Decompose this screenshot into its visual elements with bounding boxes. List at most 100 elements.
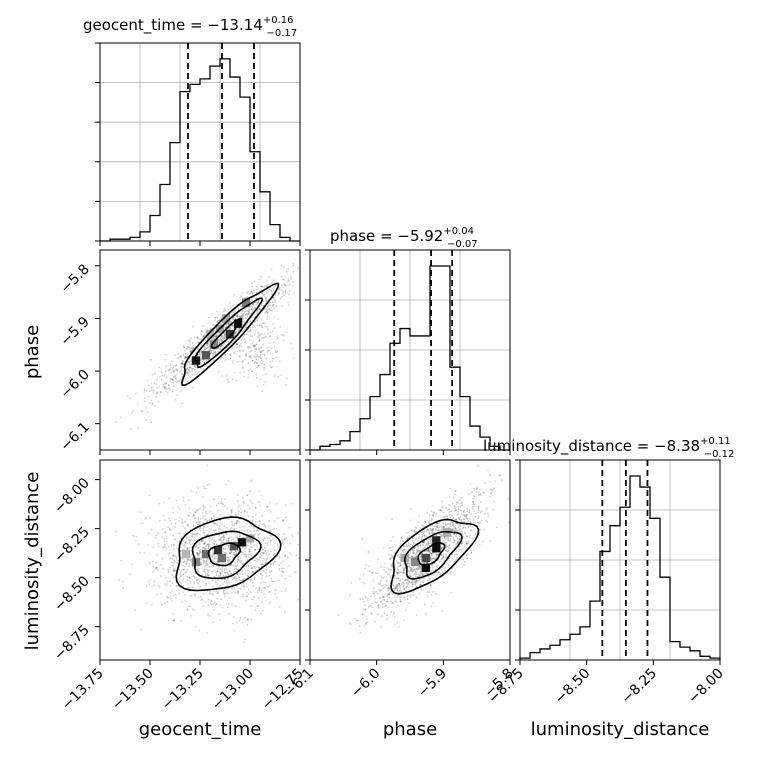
scatter-lumdist-geocent-point bbox=[211, 559, 214, 561]
scatter-phase-geocent-point bbox=[191, 348, 194, 351]
scatter-lumdist-phase-point bbox=[444, 541, 447, 544]
scatter-lumdist-geocent-point bbox=[196, 582, 199, 584]
scatter-lumdist-geocent-point bbox=[206, 558, 209, 561]
scatter-lumdist-phase-point bbox=[367, 600, 369, 603]
scatter-phase-geocent-point bbox=[257, 364, 260, 367]
scatter-phase-geocent-point bbox=[245, 355, 247, 358]
scatter-lumdist-phase-point bbox=[405, 578, 408, 581]
scatter-lumdist-phase-point bbox=[402, 551, 405, 554]
scatter-phase-geocent-point bbox=[172, 371, 175, 374]
scatter-lumdist-phase-point bbox=[457, 505, 460, 508]
scatter-lumdist-geocent-point bbox=[235, 536, 238, 539]
scatter-lumdist-geocent-point bbox=[228, 544, 230, 547]
scatter-lumdist-phase-point bbox=[404, 609, 407, 612]
scatter-lumdist-geocent-point bbox=[198, 580, 201, 583]
scatter-lumdist-phase-point bbox=[485, 519, 488, 522]
scatter-phase-geocent-density-cell bbox=[225, 330, 235, 339]
scatter-lumdist-phase-point bbox=[473, 510, 476, 513]
scatter-lumdist-geocent-point bbox=[173, 568, 175, 571]
scatter-phase-geocent-point bbox=[211, 338, 214, 341]
scatter-phase-geocent-point bbox=[246, 292, 248, 294]
scatter-lumdist-phase-point bbox=[428, 578, 431, 581]
scatter-lumdist-phase-point bbox=[402, 570, 405, 573]
scatter-lumdist-phase-point bbox=[436, 534, 438, 537]
scatter-phase-geocent-point bbox=[245, 317, 248, 320]
scatter-lumdist-phase-point bbox=[486, 520, 489, 523]
scatter-phase-geocent-point bbox=[264, 325, 267, 328]
scatter-phase-geocent-point bbox=[186, 353, 189, 355]
scatter-lumdist-phase-point bbox=[381, 584, 383, 587]
scatter-lumdist-geocent-point bbox=[159, 563, 162, 566]
scatter-lumdist-phase-point bbox=[415, 580, 418, 583]
scatter-lumdist-phase-point bbox=[415, 538, 417, 541]
scatter-lumdist-geocent-point bbox=[188, 576, 191, 579]
scatter-lumdist-phase-point bbox=[393, 576, 396, 579]
scatter-phase-geocent-point bbox=[231, 347, 234, 350]
scatter-lumdist-geocent-point bbox=[274, 552, 276, 555]
scatter-lumdist-geocent-point bbox=[162, 501, 165, 504]
scatter-lumdist-geocent-point bbox=[241, 551, 244, 554]
ylabel-phase: phase bbox=[22, 325, 43, 379]
scatter-phase-geocent-point bbox=[212, 359, 215, 362]
scatter-lumdist-geocent-point bbox=[293, 571, 296, 574]
scatter-lumdist-geocent-point bbox=[205, 487, 208, 490]
scatter-phase-geocent-point bbox=[131, 412, 133, 414]
scatter-phase-geocent-point bbox=[259, 285, 262, 288]
hist-geocent-time-bar bbox=[210, 66, 220, 241]
scatter-phase-geocent-point bbox=[248, 310, 250, 313]
scatter-lumdist-phase-point bbox=[430, 520, 433, 523]
scatter-phase-geocent-point bbox=[251, 342, 254, 345]
scatter-lumdist-geocent-point bbox=[202, 560, 205, 563]
scatter-phase-geocent-point bbox=[271, 281, 274, 283]
scatter-lumdist-geocent-point bbox=[197, 523, 199, 526]
scatter-lumdist-geocent-point bbox=[203, 568, 206, 571]
scatter-lumdist-phase-point bbox=[411, 583, 414, 586]
scatter-lumdist-phase-point bbox=[406, 584, 409, 587]
scatter-lumdist-geocent-point bbox=[169, 591, 172, 594]
scatter-lumdist-geocent-point bbox=[173, 576, 176, 579]
scatter-lumdist-phase-point bbox=[397, 582, 400, 585]
scatter-lumdist-geocent-point bbox=[251, 521, 254, 523]
scatter-phase-geocent-point bbox=[132, 409, 135, 412]
scatter-phase-geocent-density-cell bbox=[221, 314, 231, 323]
scatter-lumdist-phase-point bbox=[463, 547, 465, 549]
scatter-phase-geocent-point bbox=[268, 335, 271, 338]
scatter-lumdist-phase-point bbox=[428, 519, 431, 522]
scatter-phase-geocent-point bbox=[261, 292, 264, 294]
scatter-lumdist-phase-point bbox=[371, 606, 374, 609]
scatter-phase-geocent-point bbox=[151, 403, 154, 406]
scatter-phase-geocent-point bbox=[217, 319, 219, 322]
scatter-lumdist-phase-point bbox=[439, 509, 442, 512]
scatter-lumdist-phase-point bbox=[392, 584, 395, 587]
scatter-lumdist-geocent-point bbox=[214, 581, 217, 584]
scatter-lumdist-phase-point bbox=[370, 612, 373, 615]
scatter-phase-geocent-point bbox=[169, 368, 171, 371]
scatter-phase-geocent-point bbox=[264, 312, 266, 314]
scatter-lumdist-geocent-point bbox=[237, 506, 240, 508]
scatter-lumdist-phase-point bbox=[451, 528, 454, 531]
scatter-lumdist-phase-point bbox=[382, 576, 385, 579]
scatter-phase-geocent-point bbox=[284, 284, 287, 287]
scatter-lumdist-phase-point bbox=[477, 509, 480, 512]
scatter-lumdist-phase-point bbox=[377, 604, 380, 607]
scatter-phase-geocent-point bbox=[262, 343, 265, 346]
scatter-lumdist-geocent-point bbox=[216, 567, 219, 570]
scatter-phase-geocent-point bbox=[194, 373, 196, 376]
scatter-phase-geocent-point bbox=[150, 382, 153, 384]
scatter-lumdist-phase-point bbox=[465, 514, 468, 517]
scatter-lumdist-phase-point bbox=[442, 539, 445, 542]
scatter-phase-geocent-point bbox=[267, 291, 270, 293]
scatter-lumdist-geocent-point bbox=[227, 538, 230, 540]
scatter-phase-geocent-point bbox=[190, 337, 193, 340]
scatter-lumdist-geocent-point bbox=[250, 618, 253, 621]
scatter-phase-geocent-point bbox=[255, 347, 258, 350]
scatter-phase-geocent-point bbox=[170, 372, 173, 374]
scatter-lumdist-geocent-point bbox=[246, 618, 249, 621]
scatter-phase-geocent-point bbox=[227, 323, 230, 325]
scatter-phase-geocent-point bbox=[162, 385, 165, 388]
hist-geocent-time-bar bbox=[270, 225, 280, 241]
scatter-lumdist-phase-point bbox=[442, 506, 445, 509]
scatter-lumdist-geocent-point bbox=[194, 595, 196, 597]
scatter-lumdist-geocent-point bbox=[282, 533, 284, 536]
scatter-phase-geocent-point bbox=[267, 328, 269, 331]
